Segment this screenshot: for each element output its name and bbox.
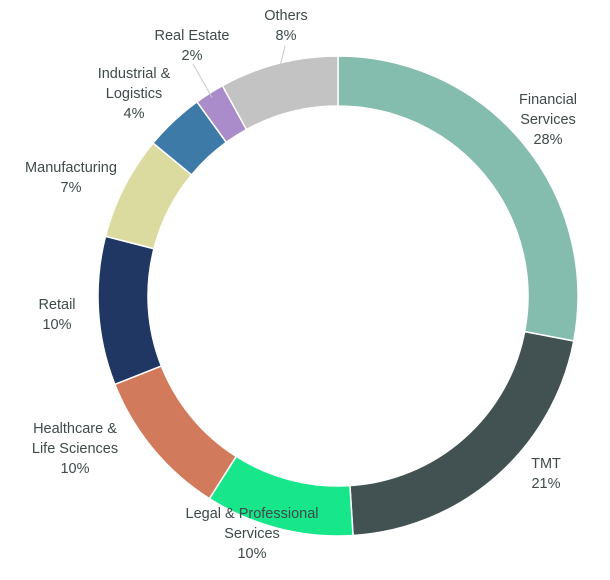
leader-line <box>279 45 286 69</box>
slice-category-label: Manufacturing <box>25 160 117 176</box>
slice-category-label: Financial <box>519 92 577 108</box>
slice-percent-label: 10% <box>42 317 71 333</box>
slice-percent-label: 4% <box>124 106 145 122</box>
slice-category-label: Services <box>224 526 280 542</box>
slice-percent-label: 8% <box>276 28 297 44</box>
slice-category-label: Services <box>520 112 576 128</box>
leader-lines <box>192 45 286 98</box>
slice-tmt <box>349 330 575 537</box>
slice-percent-label: 2% <box>182 48 203 64</box>
slice-category-label: Others <box>264 8 308 24</box>
slice-category-label: Life Sciences <box>32 441 118 457</box>
slice-category-label: Legal & Professional <box>186 506 319 522</box>
slice-percent-label: 21% <box>531 476 560 492</box>
slice-healthcare-life-sciences <box>113 364 238 500</box>
leader-line <box>192 63 213 98</box>
slice-category-label: Industrial & <box>98 66 171 82</box>
slice-category-label: Healthcare & <box>33 421 117 437</box>
donut-slices <box>97 55 579 537</box>
slice-percent-label: 10% <box>60 461 89 477</box>
slice-category-label: Real Estate <box>155 28 230 44</box>
slice-percent-label: 28% <box>533 132 562 148</box>
slice-legal-professional-services <box>208 455 354 537</box>
slice-category-label: Retail <box>38 297 75 313</box>
slice-labels: Financial Services 28% TMT 21% Legal & Profes… <box>25 8 577 562</box>
slice-percent-label: 10% <box>237 546 266 562</box>
slice-category-label: TMT <box>531 456 561 472</box>
slice-category-label: Logistics <box>106 86 162 102</box>
slice-others <box>221 55 339 131</box>
slice-retail <box>97 235 163 386</box>
slice-percent-label: 7% <box>61 180 82 196</box>
